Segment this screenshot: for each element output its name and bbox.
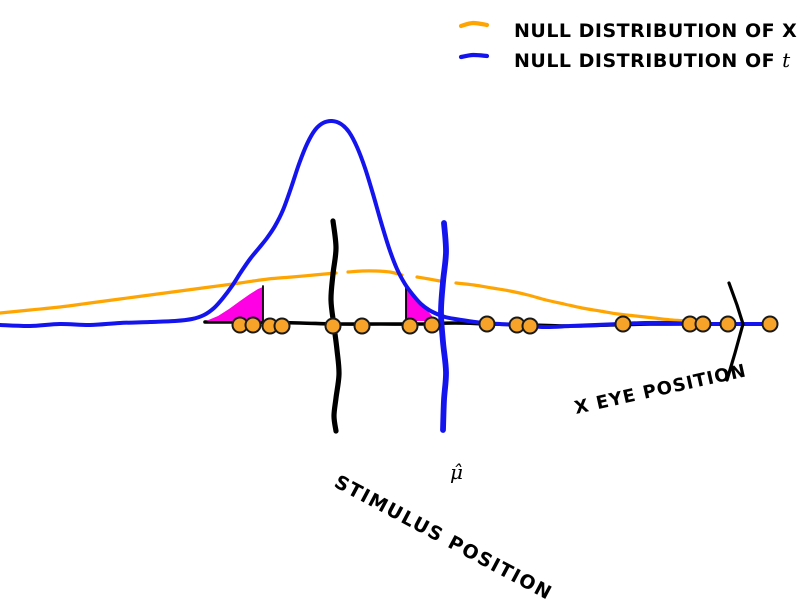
eye-position-dot — [478, 315, 496, 333]
eye-position-dot — [761, 315, 779, 333]
eye-position-dot — [401, 317, 419, 335]
orange-curve-segment — [346, 269, 404, 277]
rejection-region-left — [206, 287, 263, 321]
eye-position-dot — [521, 317, 539, 335]
eye-position-dot — [324, 317, 342, 335]
eye-position-dot — [694, 315, 712, 333]
axis-end-marker — [725, 281, 745, 382]
legend: NULL DISTRIBUTION OF X NULL DISTRIBUTION … — [458, 20, 797, 72]
legend-label-x: NULL DISTRIBUTION OF X — [514, 20, 797, 42]
mu-hat-line — [438, 220, 449, 433]
blue-curve — [0, 118, 772, 330]
eye-position-dot — [273, 317, 291, 335]
eye-position-label: X EYE POSITION — [573, 360, 749, 418]
eye-position-dot — [244, 316, 262, 334]
orange-curve-segment — [0, 271, 338, 315]
legend-swatch-x — [458, 20, 490, 29]
stimulus-position-label: STIMULUS POSITION — [331, 471, 556, 600]
orange-curve-segment — [454, 281, 690, 323]
eye-position-dot — [423, 316, 441, 334]
eye-position-dot — [719, 315, 737, 333]
mu-hat-label: μ̂ — [450, 460, 463, 484]
orange-curve-segment — [415, 275, 442, 283]
orange-curve — [0, 269, 690, 323]
eye-position-dot — [614, 315, 632, 333]
legend-swatch-t — [458, 52, 490, 60]
stimulus-position-line — [328, 218, 342, 434]
eye-position-dots — [231, 315, 779, 335]
eye-position-dot — [353, 317, 371, 335]
legend-label-t: NULL DISTRIBUTION OF t — [514, 48, 791, 72]
